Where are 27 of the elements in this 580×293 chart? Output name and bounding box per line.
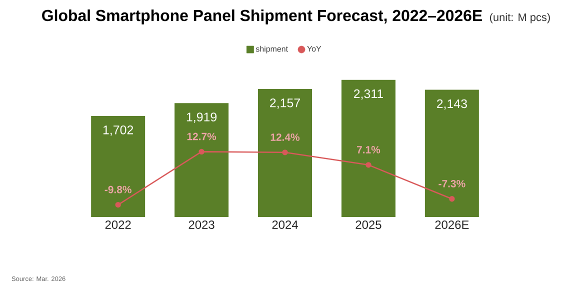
point: [282, 150, 288, 156]
bar: [424, 90, 479, 217]
data-label: 1,919: [186, 112, 217, 123]
data-label: 2,311: [354, 89, 383, 100]
data-label: -7.3%: [438, 180, 466, 188]
bar: [91, 116, 146, 217]
chart-title: Global Smartphone Panel Shipment Forecast, 2022–2026E: [42, 9, 482, 24]
data-label: 12.4%: [270, 134, 300, 141]
x-tick-label: 2026E: [435, 220, 469, 229]
bar: [258, 88, 312, 217]
data-label: 1,702: [103, 126, 134, 136]
x-tick-label: 2023: [188, 220, 214, 229]
data-label: 2,157: [270, 98, 300, 109]
bar: [341, 80, 396, 217]
data-label: 7.1%: [357, 146, 380, 154]
point: [366, 162, 372, 168]
data-label: -9.8%: [104, 186, 132, 194]
text: (unit: M pcs): [490, 13, 550, 24]
point: [449, 196, 455, 202]
x-tick-label: 2022: [105, 220, 131, 229]
x-tick-label: 2024: [272, 220, 298, 229]
point: [115, 202, 121, 208]
data-label: 2,143: [436, 99, 467, 110]
data-label: 12.7%: [187, 132, 216, 140]
x-tick-label: 2025: [356, 220, 382, 229]
bar: [174, 103, 229, 217]
point: [198, 148, 204, 155]
